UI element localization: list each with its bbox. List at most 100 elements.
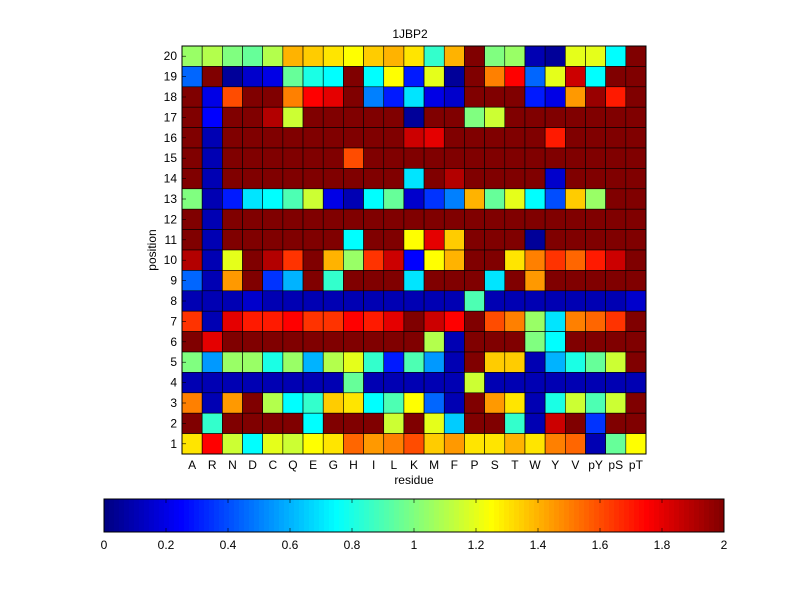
colorbar-swatch	[439, 499, 445, 532]
colorbar-swatch	[689, 499, 695, 532]
heatmap-cell-P-9	[464, 270, 485, 292]
heatmap-cell-G-3	[322, 392, 344, 414]
heatmap-cell-pT-1	[625, 433, 647, 455]
heatmap-cell-M-15	[423, 147, 445, 169]
heatmap-cell-W-10	[524, 249, 546, 271]
heatmap-cell-T-5	[504, 351, 526, 373]
heatmap-cell-T-12	[504, 208, 526, 230]
heatmap-cell-pT-14	[625, 168, 647, 190]
heatmap-cell-K-18	[403, 86, 425, 108]
heatmap-cell-P-2	[464, 412, 485, 434]
colorbar-tick-label: 1.4	[530, 538, 547, 552]
heatmap-cell-R-18	[201, 86, 223, 108]
heatmap-cell-R-10	[201, 249, 223, 271]
colorbar-swatch	[144, 499, 150, 532]
heatmap-cell-G-12	[322, 208, 344, 230]
heatmap-cell-G-15	[322, 147, 344, 169]
heatmap-cell-I-8	[363, 290, 385, 312]
colorbar-swatch	[274, 499, 280, 532]
heatmap-cell-pY-4	[585, 372, 606, 394]
colorbar-swatch	[504, 499, 510, 532]
heatmap-cell-P-17	[464, 106, 485, 128]
heatmap-cell-D-11	[242, 229, 263, 251]
heatmap-cell-F-13	[443, 188, 465, 210]
heatmap-cell-I-6	[363, 331, 385, 353]
colorbar-swatch	[259, 499, 265, 532]
heatmap-cell-M-19	[423, 66, 445, 88]
heatmap-cell-pT-13	[625, 188, 647, 210]
heatmap-cell-N-16	[222, 127, 243, 149]
colorbar-swatch	[159, 499, 165, 532]
heatmap-cell-pY-17	[585, 106, 606, 128]
heatmap-cell-I-20	[363, 45, 385, 67]
colorbar-swatch	[429, 499, 435, 532]
heatmap-cell-pS-15	[605, 147, 627, 169]
heatmap-cell-K-3	[403, 392, 425, 414]
heatmap-cell-pS-14	[605, 168, 627, 190]
heatmap-cell-pY-1	[585, 433, 606, 455]
colorbar-swatch	[409, 499, 415, 532]
heatmap-cell-L-16	[383, 127, 405, 149]
heatmap-cell-F-15	[443, 147, 465, 169]
heatmap-cell-K-15	[403, 147, 425, 169]
heatmap-cell-E-13	[302, 188, 324, 210]
colorbar-swatch	[314, 499, 320, 532]
heatmap-cell-pT-20	[625, 45, 647, 67]
heatmap-cell-pS-16	[605, 127, 627, 149]
y-tick-label-19: 19	[164, 70, 178, 84]
heatmap-cell-I-5	[363, 351, 385, 373]
heatmap-cell-M-20	[423, 45, 445, 67]
heatmap-cell-T-13	[504, 188, 526, 210]
heatmap-cell-M-14	[423, 168, 445, 190]
heatmap-cell-K-5	[403, 351, 425, 373]
heatmap-cell-N-3	[222, 392, 243, 414]
heatmap-cell-I-18	[363, 86, 385, 108]
heatmap-cell-C-17	[262, 106, 284, 128]
heatmap-cell-R-15	[201, 147, 223, 169]
heatmap-cell-H-8	[343, 290, 364, 312]
colorbar-swatch	[614, 499, 620, 532]
colorbar-swatch	[424, 499, 430, 532]
heatmap-cell-S-7	[484, 310, 506, 332]
heatmap-cell-pT-9	[625, 270, 647, 292]
heatmap-cell-M-16	[423, 127, 445, 149]
heatmap-cell-Y-14	[544, 168, 566, 190]
heatmap-cell-Y-9	[544, 270, 566, 292]
colorbar-swatch	[109, 499, 115, 532]
heatmap-cell-P-11	[464, 229, 485, 251]
heatmap-cell-I-11	[363, 229, 385, 251]
heatmap-cell-D-13	[242, 188, 263, 210]
x-tick-label-pY: pY	[588, 458, 603, 472]
heatmap-cell-S-3	[484, 392, 506, 414]
heatmap-cell-G-6	[322, 331, 344, 353]
heatmap-cell-L-4	[383, 372, 405, 394]
heatmap-cell-F-12	[443, 208, 465, 230]
heatmap-cell-C-3	[262, 392, 284, 414]
heatmap-cell-pS-7	[605, 310, 627, 332]
heatmap-cell-C-1	[262, 433, 284, 455]
heatmap-cell-pT-10	[625, 249, 647, 271]
colorbar-swatch	[584, 499, 590, 532]
heatmap-cell-I-2	[363, 412, 385, 434]
heatmap-cell-pS-12	[605, 208, 627, 230]
colorbar-swatch	[224, 499, 230, 532]
heatmap-cell-R-20	[201, 45, 223, 67]
heatmap-cell-L-15	[383, 147, 405, 169]
heatmap-cell-Y-7	[544, 310, 566, 332]
colorbar-tick-label: 0.6	[282, 538, 299, 552]
heatmap-cell-Y-19	[544, 66, 566, 88]
heatmap-cell-D-15	[242, 147, 263, 169]
heatmap-cell-K-2	[403, 412, 425, 434]
heatmap-cell-W-15	[524, 147, 546, 169]
heatmap-cell-pS-3	[605, 392, 627, 414]
x-tick-label-L: L	[390, 458, 397, 472]
heatmap-cell-D-9	[242, 270, 263, 292]
heatmap-cell-K-17	[403, 106, 425, 128]
heatmap-cell-G-2	[322, 412, 344, 434]
heatmap-cell-K-16	[403, 127, 425, 149]
heatmap-cell-N-14	[222, 168, 243, 190]
heatmap-cell-H-20	[343, 45, 364, 67]
heatmap-cell-D-20	[242, 45, 263, 67]
heatmap-cell-M-9	[423, 270, 445, 292]
